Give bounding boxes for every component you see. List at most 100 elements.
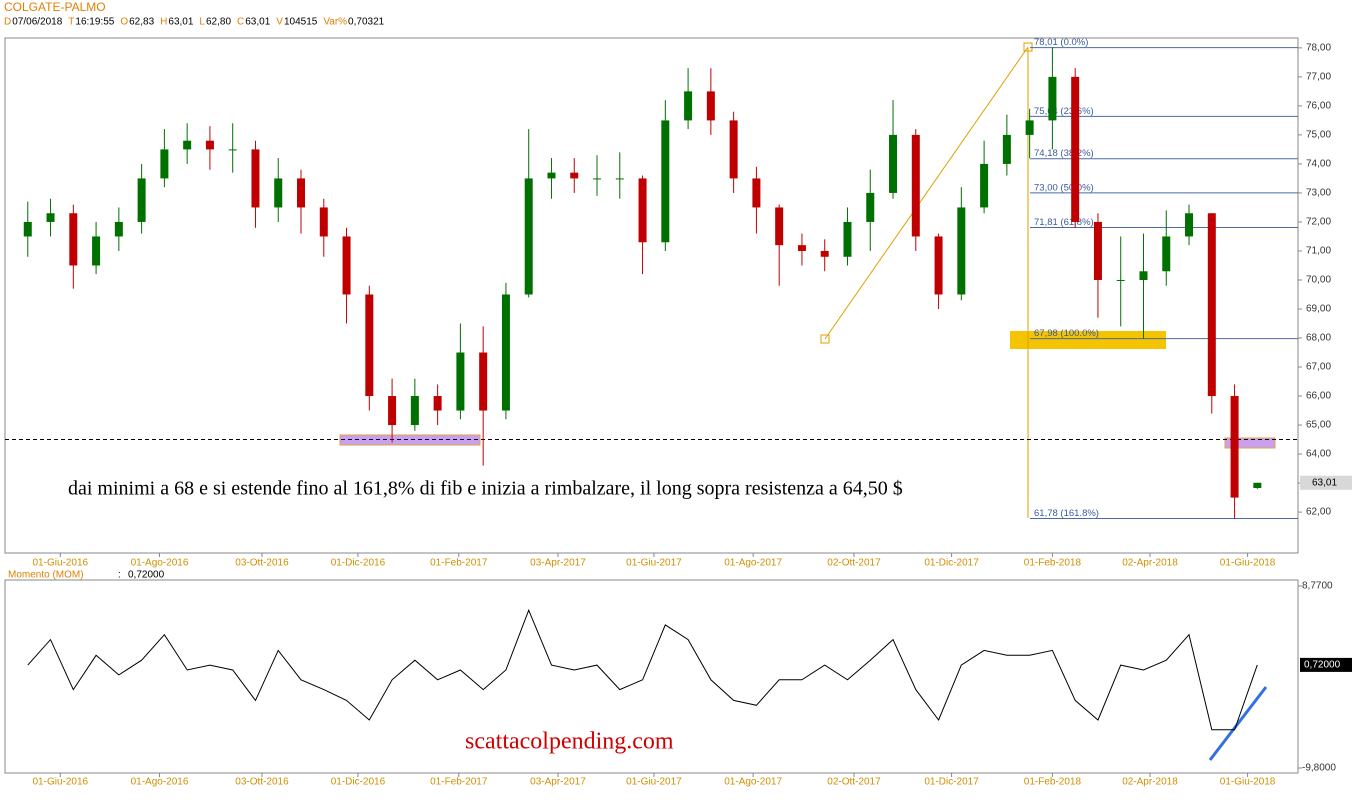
y-tick-label: 62,00 bbox=[1306, 507, 1331, 518]
x-tick-label: 01-Feb-2017 bbox=[430, 777, 488, 788]
resistance-zone bbox=[339, 434, 481, 446]
candle-body bbox=[1093, 221, 1102, 280]
y-tick-label: 71,00 bbox=[1306, 246, 1331, 257]
x-tick-label: 02-Apr-2018 bbox=[1122, 558, 1178, 569]
handle bbox=[1023, 42, 1033, 52]
candle-body bbox=[524, 178, 533, 295]
candle-body bbox=[274, 178, 283, 208]
trend-line bbox=[1208, 686, 1268, 761]
candle-body bbox=[183, 140, 192, 150]
candle-body bbox=[501, 294, 510, 411]
y-tick-label: 66,00 bbox=[1306, 391, 1331, 402]
field-value: 16:19:55 bbox=[75, 17, 114, 28]
candle-body bbox=[69, 213, 78, 266]
x-tick-label: 01-Giu-2016 bbox=[33, 777, 89, 788]
candle-body bbox=[1185, 213, 1194, 237]
candle-body bbox=[593, 178, 602, 180]
candle-body bbox=[547, 172, 556, 179]
field-key: L bbox=[199, 17, 205, 28]
candle-body bbox=[1162, 236, 1171, 272]
field-value: 07/06/2018 bbox=[12, 17, 62, 28]
symbol: COLGATE-PALMO bbox=[4, 0, 106, 14]
candle-body bbox=[1025, 120, 1034, 135]
field-value: 0,70321 bbox=[348, 17, 385, 28]
last-price-label: 63,01 bbox=[1312, 477, 1337, 488]
x-tick-label: 02-Apr-2018 bbox=[1122, 777, 1178, 788]
last-momentum-label: 0,72000 bbox=[1304, 660, 1341, 671]
candle-body bbox=[889, 134, 898, 193]
x-tick-label: 01-Feb-2018 bbox=[1024, 558, 1082, 569]
x-tick-label: 01-Dic-2017 bbox=[924, 558, 979, 569]
x-tick-label: 03-Ott-2016 bbox=[235, 558, 289, 569]
y-tick-label: 69,00 bbox=[1306, 304, 1331, 315]
y-tick-label: 73,00 bbox=[1306, 188, 1331, 199]
fib-label: 78,01 (0.0%) bbox=[1034, 37, 1088, 48]
resistance-zone bbox=[1224, 437, 1276, 449]
candle-body bbox=[342, 236, 351, 295]
separator: : bbox=[118, 570, 121, 581]
y-tick-label: 64,00 bbox=[1306, 449, 1331, 460]
candle-body bbox=[661, 120, 670, 243]
candle-body bbox=[1207, 213, 1216, 397]
candle-body bbox=[638, 178, 647, 243]
fib-label: 71,81 (61.8%) bbox=[1034, 217, 1094, 228]
candle-body bbox=[23, 221, 32, 237]
y-tick-label: 8,7700 bbox=[1302, 581, 1333, 592]
candle-body bbox=[775, 207, 784, 246]
y-tick-label: -9,8000 bbox=[1302, 763, 1336, 774]
candle-body bbox=[615, 178, 624, 180]
candle-body bbox=[1071, 76, 1080, 222]
candle-body bbox=[479, 352, 488, 411]
candle-body bbox=[137, 178, 146, 222]
y-tick-label: 67,00 bbox=[1306, 362, 1331, 373]
x-tick-label: 01-Dic-2017 bbox=[924, 777, 979, 788]
candle-body bbox=[1002, 134, 1011, 164]
x-tick-label: 01-Feb-2017 bbox=[430, 558, 488, 569]
x-tick-label: 01-Dic-2016 bbox=[331, 558, 386, 569]
fib-label: 67,98 (100.0%) bbox=[1034, 328, 1099, 339]
watermark: scattacolpending.com bbox=[465, 729, 674, 755]
x-tick-label: 02-Ott-2017 bbox=[827, 777, 881, 788]
x-tick-label: 03-Apr-2017 bbox=[530, 777, 586, 788]
field-key: H bbox=[160, 17, 167, 28]
x-tick-label: 03-Ott-2016 bbox=[235, 777, 289, 788]
x-tick-label: 01-Dic-2016 bbox=[331, 777, 386, 788]
candle-body bbox=[251, 149, 260, 208]
field-key: C bbox=[237, 17, 244, 28]
x-tick-label: 01-Giu-2018 bbox=[1220, 777, 1276, 788]
candle-body bbox=[1139, 271, 1148, 280]
field-value: 104515 bbox=[284, 17, 318, 28]
x-tick-label: 01-Ago-2016 bbox=[131, 558, 189, 569]
fib-label: 75,64 (23.6%) bbox=[1034, 106, 1094, 117]
candle-body bbox=[911, 134, 920, 237]
candle-body bbox=[1048, 76, 1057, 121]
header-fields: D 07/06/2018 T 16:19:55 O 62,83 H 63,01 L 62,80 C 6… bbox=[4, 17, 385, 28]
y-tick-label: 65,00 bbox=[1306, 420, 1331, 431]
x-tick-label: 01-Giu-2017 bbox=[626, 777, 682, 788]
candle-body bbox=[843, 221, 852, 257]
candle-body bbox=[205, 140, 214, 150]
field-key: D bbox=[4, 17, 11, 28]
candle-body bbox=[114, 221, 123, 237]
candle-body bbox=[388, 396, 397, 426]
candle-body bbox=[706, 91, 715, 121]
x-tick-label: 01-Giu-2016 bbox=[33, 558, 89, 569]
y-tick-label: 70,00 bbox=[1306, 275, 1331, 286]
last-momentum-box bbox=[1300, 657, 1352, 672]
indicator-value: 0,72000 bbox=[128, 570, 165, 581]
x-tick-label: 01-Giu-2017 bbox=[626, 558, 682, 569]
momentum-line bbox=[27, 608, 1258, 731]
field-key: Var% bbox=[323, 17, 347, 28]
momentum-panel bbox=[4, 579, 1299, 774]
candle-body bbox=[319, 207, 328, 237]
fib-label: 73,00 (50.0%) bbox=[1034, 182, 1094, 193]
indicator-name: Momento (MOM) bbox=[8, 570, 84, 581]
field-key: T bbox=[68, 17, 74, 28]
candle-body bbox=[297, 178, 306, 208]
candle-body bbox=[684, 91, 693, 121]
y-tick-label: 78,00 bbox=[1306, 43, 1331, 54]
candle-body bbox=[410, 396, 419, 426]
candle-body bbox=[228, 149, 237, 151]
